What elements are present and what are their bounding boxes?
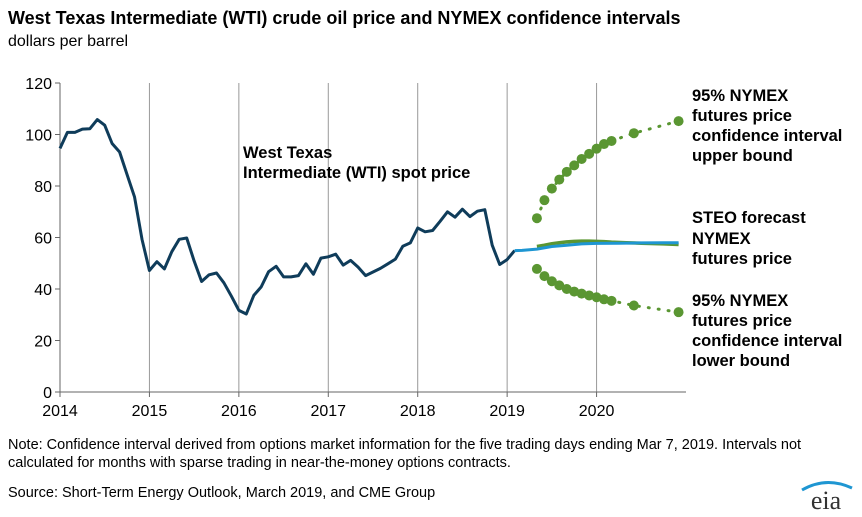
- upper-bound-point-2: [546, 183, 557, 194]
- steo-forecast-line: [514, 241, 679, 253]
- lower-label-line-4: lower bound: [692, 352, 791, 370]
- x-tick-label-2016: 2016: [221, 403, 257, 420]
- upper-bound-point-0: [531, 213, 542, 224]
- eia-logo-swoosh: [801, 481, 853, 492]
- chart-source: Source: Short-Term Energy Outlook, March…: [8, 485, 436, 501]
- upper-label-line-3: confidence interval: [692, 127, 843, 145]
- y-tick-label-20: 20: [34, 334, 52, 351]
- lower-bound-label: 95% NYMEX futures price confidence inter…: [692, 291, 842, 371]
- upper-bound-label: 95% NYMEX futures price confidence inter…: [692, 86, 842, 166]
- y-tick-label-100: 100: [25, 128, 52, 145]
- upper-bound-point-1: [539, 195, 550, 206]
- upper-bound-point-12: [673, 116, 684, 127]
- y-tick-label-40: 40: [34, 282, 52, 299]
- lower-bound-point-1: [539, 271, 550, 282]
- chart-subtitle: dollars per barrel: [8, 33, 129, 50]
- lower-label-line-2: futures price: [692, 312, 792, 330]
- upper-bound-point-5: [569, 160, 580, 171]
- x-tick-label-2015: 2015: [132, 403, 168, 420]
- upper-label-line-1: 95% NYMEX: [692, 87, 789, 105]
- upper-bound-point-6: [576, 153, 587, 164]
- upper-label-line-2: futures price: [692, 107, 792, 125]
- y-tick-label-60: 60: [34, 231, 52, 248]
- upper-bound-point-3: [554, 174, 565, 185]
- upper-bound-point-7: [584, 148, 595, 159]
- upper-bound-point-11: [628, 128, 639, 139]
- lower-bound-point-12: [673, 307, 684, 318]
- upper-bound-dotted-line: [535, 119, 681, 220]
- x-tick-label-2020: 2020: [579, 403, 615, 420]
- lower-bound-point-3: [554, 280, 565, 291]
- lower-label-line-1: 95% NYMEX: [692, 292, 789, 310]
- chart-title: West Texas Intermediate (WTI) crude oil …: [8, 8, 681, 28]
- x-tick-label-2018: 2018: [400, 403, 436, 420]
- wti-label-line-1: West Texas: [243, 144, 333, 162]
- wti-spot-price-line: [58, 118, 516, 316]
- x-tick-label-2017: 2017: [310, 403, 346, 420]
- chart-plot: 2014 2015 2016 2017 2018 2019 2020 0 20 40 60 80 100…: [25, 76, 686, 420]
- wti-label-line-2: Intermediate (WTI) spot price: [243, 164, 471, 182]
- y-tick-label-120: 120: [25, 76, 52, 93]
- lower-bound-point-11: [628, 300, 639, 311]
- lower-bound-point-6: [576, 288, 587, 299]
- chart-note: Note: Confidence interval derived from o…: [8, 437, 802, 471]
- x-tick-label-2019: 2019: [489, 403, 525, 420]
- y-tick-label-80: 80: [34, 179, 52, 196]
- lower-label-line-3: confidence interval: [692, 332, 843, 350]
- upper-bound-point-9: [598, 139, 609, 150]
- lower-bound-point-9: [598, 294, 609, 305]
- upper-bound-point-4: [561, 166, 572, 177]
- nymex-futures-label: NYMEX futures price: [692, 229, 792, 269]
- wti-series-label: West Texas Intermediate (WTI) spot price: [243, 143, 470, 183]
- lower-bound-point-10: [606, 295, 617, 306]
- y-tick-label-0: 0: [43, 385, 52, 402]
- steo-forecast-label: STEO forecast: [692, 209, 806, 227]
- x-tick-label-2014: 2014: [42, 403, 78, 420]
- nymex-label-line-2: futures price: [692, 250, 792, 268]
- eia-logo: eia: [801, 481, 853, 512]
- lower-bound-point-0: [531, 263, 542, 274]
- lower-bound-point-2: [546, 276, 557, 287]
- nymex-label-line-1: NYMEX: [692, 230, 751, 248]
- upper-label-line-4: upper bound: [692, 147, 793, 165]
- upper-bound-point-8: [591, 143, 602, 154]
- lower-bound-dotted-line: [535, 267, 681, 314]
- eia-logo-text: eia: [811, 486, 842, 512]
- upper-bound-point-10: [606, 135, 617, 146]
